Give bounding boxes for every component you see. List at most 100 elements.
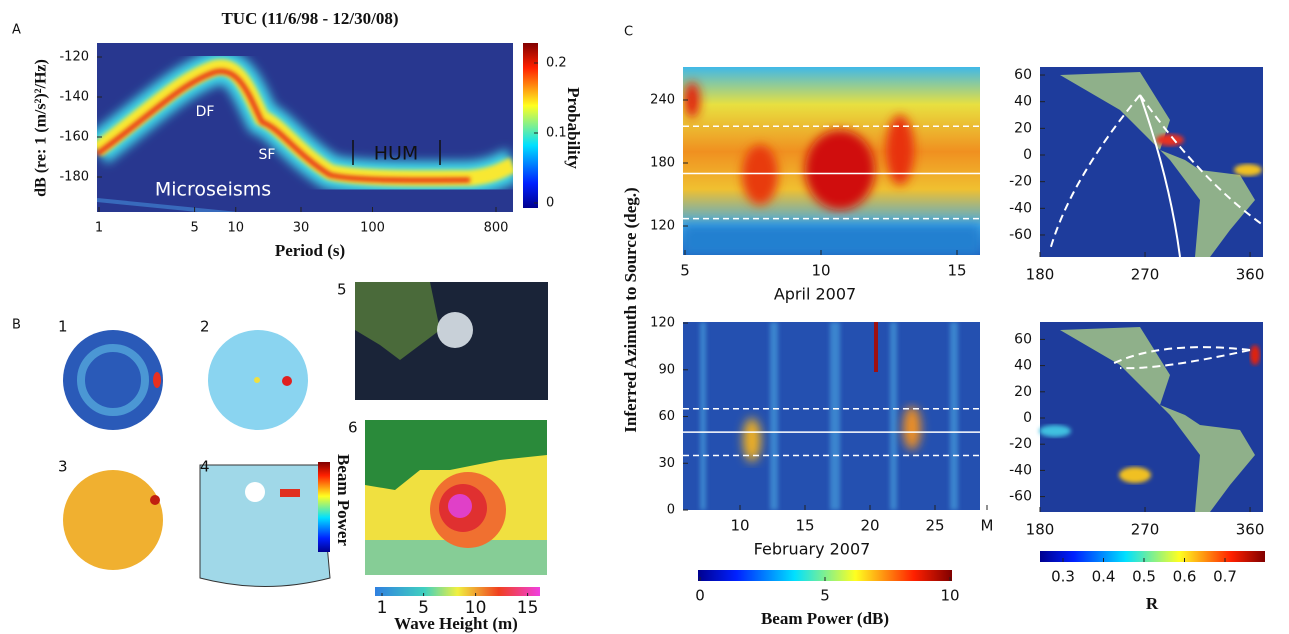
x-tick-label: 10 (730, 517, 749, 535)
y-tick-label: 40 (1014, 94, 1032, 110)
x-axis-label: February 2007 (754, 540, 871, 559)
x-tick-label: 25 (925, 517, 944, 535)
y-tick-label: -60 (1009, 227, 1032, 243)
y-tick-label: -120 (59, 50, 89, 65)
colorbar (318, 462, 330, 552)
colorbar (375, 587, 540, 596)
y-tick-label: 0 (667, 503, 675, 518)
y-tick-label: 60 (1014, 67, 1032, 83)
colorbar-label: Beam Power (dB) (761, 609, 889, 628)
x-tick-label: 360 (1236, 266, 1265, 284)
colorbar (1040, 551, 1265, 562)
x-tick-label: 0.6 (1173, 568, 1197, 586)
polar-spot (153, 372, 161, 388)
colorbar (523, 43, 538, 208)
x-tick-label: 5 (190, 221, 198, 236)
y-tick-label: 0.1 (546, 126, 567, 141)
beam-map-gap (245, 482, 265, 502)
annotation: DF (196, 104, 215, 120)
y-tick-label: 40 (1014, 358, 1032, 374)
x-tick-label: 20 (860, 517, 879, 535)
x-tick-label: 800 (484, 221, 509, 236)
x-tick-label: 0 (695, 587, 705, 605)
y-tick-label: 0 (546, 196, 554, 211)
heatmap-blobs (683, 82, 980, 255)
x-tick-label: 5 (820, 587, 830, 605)
x-tick-label: 1 (377, 598, 388, 618)
subpanel-label: 5 (337, 281, 347, 299)
y-tick-label: 0 (1023, 410, 1032, 426)
x-axis-label: Period (s) (275, 241, 345, 260)
x-tick-label: 100 (360, 221, 385, 236)
map-top (1040, 67, 1264, 258)
panel-label: A (12, 23, 21, 38)
y-axis-label: Inferred Azimuth to Source (deg.) (621, 187, 640, 432)
y-tick-label: -40 (1009, 462, 1032, 478)
y-tick-label: 240 (650, 93, 675, 108)
panel-label: C (624, 25, 633, 40)
y-tick-label: -180 (59, 170, 89, 185)
polar-spot (254, 377, 260, 383)
colorbar-label: Beam Power (334, 454, 353, 547)
x-tick-label: 30 (293, 221, 310, 236)
subpanel-label: 6 (348, 419, 358, 437)
x-tick-label: 180 (1026, 266, 1055, 284)
y-tick-label: 60 (1014, 331, 1032, 347)
subpanel-label: 4 (200, 458, 210, 476)
x-tick-label: 270 (1131, 266, 1160, 284)
map-bottom (1039, 322, 1263, 512)
y-tick-label: 20 (1014, 384, 1032, 400)
beam-map (199, 464, 331, 587)
colorbar-label: Probability (564, 87, 583, 169)
x-tick-label: 15 (795, 517, 814, 535)
subpanel-label: 1 (58, 318, 68, 336)
polar-spot (150, 495, 160, 505)
wave-contour (448, 494, 472, 518)
x-axis-label: April 2007 (774, 285, 856, 304)
y-tick-label: 180 (650, 156, 675, 171)
colorbar-label: R (1146, 594, 1159, 613)
y-tick-label: 20 (1014, 120, 1032, 136)
x-tick-label: 10 (811, 262, 830, 280)
annotation: Microseisms (155, 179, 271, 201)
polar-spot (282, 376, 292, 386)
x-tick-label: 0.5 (1132, 568, 1156, 586)
x-tick-label: 10 (940, 587, 959, 605)
y-axis-label: dB (re: 1 (m/s²)²/Hz) (33, 59, 50, 197)
x-tick-label: 0.7 (1213, 568, 1237, 586)
panel-label: B (12, 318, 21, 333)
polar-ring (77, 344, 149, 416)
y-tick-label: -140 (59, 90, 89, 105)
y-tick-label: -40 (1009, 200, 1032, 216)
x-tick-label: 1 (95, 221, 103, 236)
x-tick-label: 5 (418, 598, 429, 618)
y-tick-label: 30 (658, 456, 675, 471)
land (365, 420, 547, 490)
y-tick-label: -60 (1009, 489, 1032, 505)
y-tick-label: 90 (658, 362, 675, 377)
x-tick-label: 270 (1131, 521, 1160, 539)
panel-title: TUC (11/6/98 - 12/30/08) (221, 9, 398, 28)
land (355, 282, 440, 360)
y-tick-label: 120 (650, 316, 675, 331)
y-tick-label: 0.2 (546, 56, 567, 71)
x-tick-label: M (981, 517, 994, 535)
x-tick-label: 15 (947, 262, 966, 280)
y-tick-label: 120 (650, 219, 675, 234)
x-tick-label: 0.3 (1051, 568, 1075, 586)
x-tick-label: 15 (517, 598, 539, 618)
y-tick-label: 0 (1023, 147, 1032, 163)
x-tick-label: 180 (1026, 521, 1055, 539)
x-tick-label: 10 (227, 221, 244, 236)
y-tick-label: -20 (1009, 174, 1032, 190)
colorbar (698, 570, 952, 581)
beam-map-spot (280, 489, 300, 497)
x-tick-label: 10 (465, 598, 487, 618)
x-tick-label: 360 (1236, 521, 1265, 539)
annotation: HUM (374, 143, 419, 165)
y-tick-label: -160 (59, 130, 89, 145)
colorbar-label: Wave Height (m) (394, 614, 518, 633)
x-tick-label: 0.4 (1092, 568, 1116, 586)
y-tick-label: -20 (1009, 436, 1032, 452)
